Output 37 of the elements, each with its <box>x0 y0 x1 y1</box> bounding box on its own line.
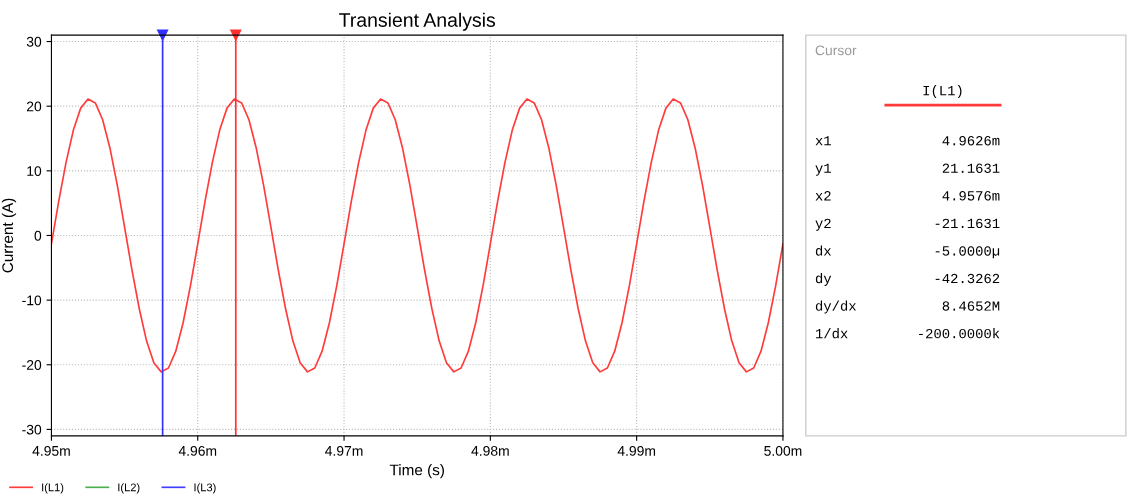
text: -42.3262 <box>935 273 1000 284</box>
y-tick-label: 0 <box>34 230 42 241</box>
legend-label: I(L1) <box>42 483 64 494</box>
text: 8.4652M <box>942 301 1000 311</box>
text: x1 <box>815 136 831 146</box>
text: -21.1631 <box>935 218 1000 229</box>
y-axis-title: Current (A) <box>1 198 17 273</box>
y-tick-label: 30 <box>26 36 42 47</box>
chart-title: Transient Analysis <box>339 12 496 31</box>
x-tick-label: 4.97m <box>325 445 363 456</box>
text: y1 <box>815 163 831 176</box>
y-tick-label: -20 <box>22 360 42 370</box>
text: 4.9576m <box>942 191 1000 201</box>
x-tick-label: 4.95m <box>32 445 70 456</box>
x-tick-label: 4.96m <box>178 445 217 456</box>
legend-label: I(L2) <box>118 483 140 494</box>
y-tick-label: -30 <box>22 424 42 435</box>
y-tick-label: 10 <box>27 166 42 176</box>
legend-label: I(L3) <box>194 483 216 494</box>
text: x2 <box>815 191 831 201</box>
y-tick-label: -10 <box>22 295 42 306</box>
text: y2 <box>815 218 831 231</box>
x-tick-label: 4.98m <box>471 445 509 456</box>
text: -5.0000µ <box>935 246 1000 259</box>
text: 1/dx <box>815 328 848 339</box>
x-axis-title: Time (s) <box>389 464 444 479</box>
text: dy/dx <box>815 300 856 314</box>
text: 4.9626m <box>942 136 1000 146</box>
text: -200.0000k <box>919 328 1000 339</box>
text: Cursor <box>815 45 857 56</box>
text: dy <box>815 273 832 286</box>
y-tick-label: 20 <box>26 101 42 112</box>
text: dx <box>815 245 831 256</box>
x-tick-label: 5.00m <box>764 445 802 456</box>
text: I(L1) <box>923 85 962 99</box>
text: 21.1631 <box>942 163 1000 173</box>
x-tick-label: 4.99m <box>617 445 656 456</box>
